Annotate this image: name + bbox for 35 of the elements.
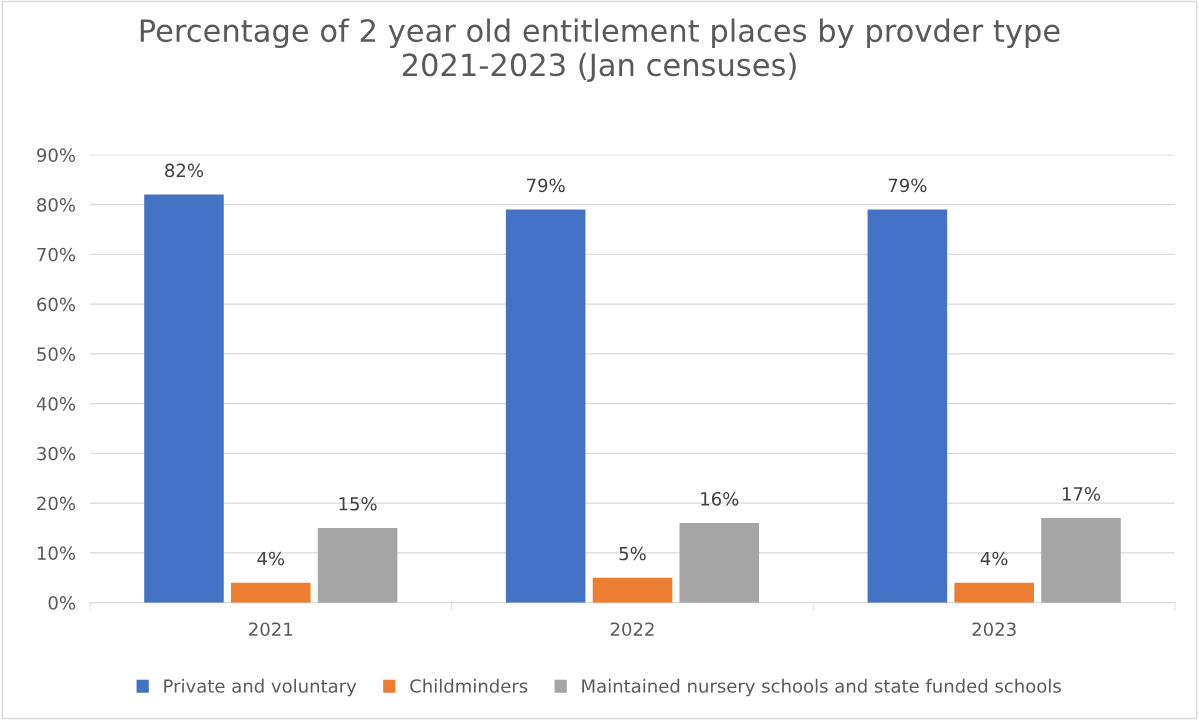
data-label: 16% <box>701 491 739 506</box>
data-label: 79% <box>888 178 927 193</box>
x-tick-label: 2023 <box>972 622 1016 637</box>
data-label: 4% <box>257 551 285 566</box>
legend-label: Private and voluntary <box>164 678 357 697</box>
bar <box>679 523 760 603</box>
legend-label: Maintained nursery schools and state funded schools <box>582 678 1061 697</box>
data-label: 5% <box>619 546 646 561</box>
x-tick-label: 2022 <box>610 622 654 637</box>
x-tick-label: 2021 <box>249 622 293 637</box>
y-tick-label: 70% <box>37 247 76 262</box>
data-label: 82% <box>165 163 204 178</box>
bar <box>867 209 948 603</box>
y-tick-label: 40% <box>36 397 76 411</box>
y-tick-label: 60% <box>37 297 76 312</box>
y-tick-label: 90% <box>37 148 76 162</box>
bar <box>505 209 586 603</box>
bar <box>1041 518 1121 603</box>
y-tick-label: 20% <box>37 496 76 511</box>
data-label: 79% <box>527 178 565 193</box>
bar <box>230 582 311 603</box>
y-tick-label: 10% <box>37 546 76 560</box>
legend-label: Childminders <box>410 678 528 693</box>
bar <box>317 528 398 603</box>
y-tick-label: 50% <box>37 347 76 361</box>
data-label: 15% <box>339 496 377 511</box>
y-tick-label: 30% <box>37 446 76 461</box>
chart-title: Percentage of 2 year old entitlement places by provder type 2021-2023 (Jan censuses) <box>140 18 1060 83</box>
bar <box>144 194 224 603</box>
bar <box>592 577 673 603</box>
y-tick-label: 0% <box>48 596 76 610</box>
data-label: 4% <box>980 551 1008 566</box>
bar <box>954 582 1034 603</box>
y-tick-label: 80% <box>37 198 76 212</box>
data-label: 17% <box>1062 487 1101 501</box>
